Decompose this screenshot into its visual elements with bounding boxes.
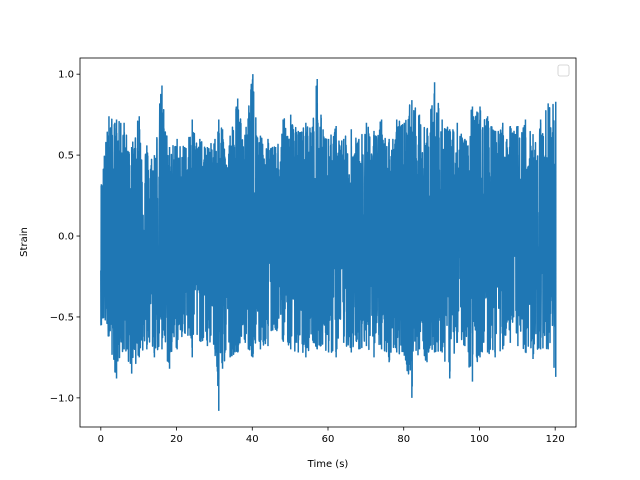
x-tick-label: 40 (246, 434, 259, 445)
series-layer (100, 74, 557, 411)
x-tick-label: 120 (546, 434, 565, 445)
y-axis: −1.0 −0.5 0.0 0.5 1.0 (50, 70, 80, 404)
x-tick-label: 80 (397, 434, 410, 445)
x-tick-label: 20 (170, 434, 183, 445)
x-axis: 0 20 40 60 80 100 120 (98, 427, 565, 445)
y-tick-label: −1.0 (50, 393, 74, 404)
y-tick-label: 1.0 (58, 70, 74, 81)
y-tick-label: 0.5 (58, 151, 74, 162)
y-tick-label: 0.0 (58, 232, 74, 243)
strain-series-line (100, 74, 557, 411)
x-axis-label: Time (s) (307, 459, 349, 470)
legend-box (557, 64, 570, 77)
x-tick-label: 60 (322, 434, 335, 445)
x-tick-label: 0 (98, 434, 104, 445)
y-axis-label: Strain (19, 227, 30, 257)
y-tick-label: −0.5 (50, 312, 74, 323)
x-tick-label: 100 (470, 434, 489, 445)
